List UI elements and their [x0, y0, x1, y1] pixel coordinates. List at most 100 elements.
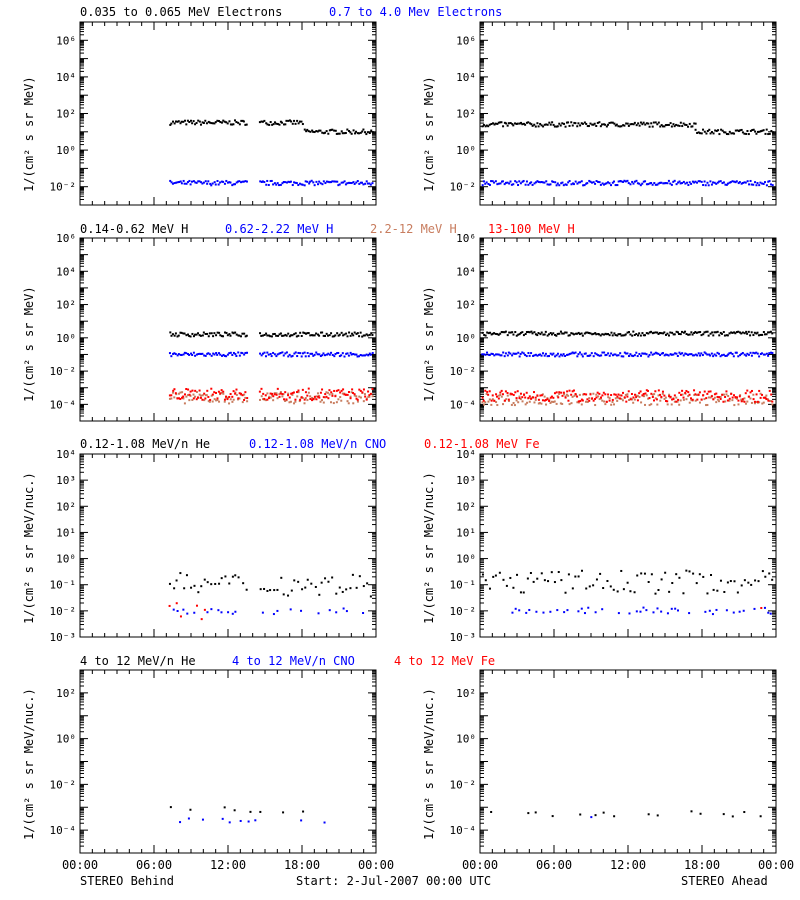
data-point: [524, 403, 527, 406]
data-point: [768, 180, 771, 183]
data-point: [496, 183, 499, 186]
data-point: [556, 395, 559, 398]
data-point: [714, 129, 717, 132]
data-point: [263, 351, 266, 354]
data-point: [367, 354, 370, 357]
data-point: [592, 399, 595, 402]
data-point: [737, 330, 740, 333]
data-point: [334, 395, 337, 398]
data-point: [515, 334, 518, 337]
data-point: [712, 398, 715, 401]
data-point: [742, 609, 745, 612]
data-point: [240, 335, 243, 338]
data-point: [566, 390, 569, 393]
data-point: [343, 333, 346, 336]
data-point: [228, 395, 231, 398]
data-point: [722, 393, 725, 396]
data-point: [331, 128, 334, 131]
data-point: [762, 182, 765, 185]
data-point: [754, 579, 757, 582]
data-point: [192, 393, 195, 396]
data-point: [223, 400, 226, 403]
data-point: [663, 182, 666, 185]
row4-left-ylabel: 1/(cm² s sr MeV/nuc.): [22, 688, 36, 840]
data-point: [482, 403, 485, 406]
data-point: [222, 353, 225, 356]
data-point: [723, 131, 726, 134]
x-tick-label: 06:00: [136, 858, 172, 872]
data-point: [330, 351, 333, 354]
data-point: [352, 129, 355, 132]
data-point: [528, 354, 531, 357]
data-point: [736, 591, 739, 594]
data-point: [577, 181, 580, 184]
data-point: [765, 394, 768, 397]
data-point: [367, 182, 370, 185]
data-point: [182, 332, 185, 335]
data-point: [690, 810, 693, 813]
data-point: [613, 180, 616, 183]
data-point: [268, 123, 271, 126]
data-point: [289, 180, 292, 183]
data-point: [485, 124, 488, 127]
data-point: [306, 332, 309, 335]
data-point: [552, 400, 555, 403]
data-point: [617, 612, 620, 615]
data-point: [604, 393, 607, 396]
data-point: [585, 182, 588, 185]
data-point: [670, 353, 673, 356]
data-point: [611, 398, 614, 401]
data-point: [718, 334, 721, 337]
data-point: [218, 400, 221, 403]
data-point: [182, 179, 185, 182]
data-point: [667, 354, 670, 357]
data-point: [650, 403, 653, 406]
data-point: [584, 352, 587, 355]
data-point: [614, 124, 617, 127]
data-point: [220, 121, 223, 124]
data-point: [752, 128, 755, 131]
data-point: [604, 403, 607, 406]
data-point: [202, 331, 205, 334]
data-point: [582, 393, 585, 396]
data-point: [220, 335, 223, 338]
data-point: [174, 120, 177, 123]
data-point: [291, 354, 294, 357]
data-point: [724, 131, 727, 134]
data-point: [187, 333, 190, 336]
data-point: [676, 354, 679, 357]
data-point: [304, 180, 307, 183]
data-point: [282, 811, 285, 814]
data-point: [613, 122, 616, 125]
data-point: [759, 396, 762, 399]
data-point: [222, 335, 225, 338]
data-point: [222, 390, 225, 393]
data-point: [327, 132, 330, 135]
data-point: [349, 181, 352, 184]
data-point: [186, 181, 189, 184]
data-point: [767, 133, 770, 136]
data-point: [611, 400, 614, 403]
data-point: [549, 610, 552, 613]
data-point: [369, 392, 372, 395]
data-point: [677, 181, 680, 184]
data-point: [485, 392, 488, 395]
data-point: [362, 388, 365, 391]
data-point: [727, 353, 730, 356]
data-point: [234, 392, 237, 395]
data-point: [210, 332, 213, 335]
data-point: [697, 180, 700, 183]
data-point: [231, 575, 234, 578]
data-point: [315, 332, 318, 335]
data-point: [627, 124, 630, 127]
data-point: [199, 334, 202, 337]
data-point: [685, 398, 688, 401]
data-point: [213, 332, 216, 335]
data-point: [670, 183, 673, 186]
data-point: [713, 181, 716, 184]
data-point: [488, 398, 491, 401]
data-point: [512, 183, 515, 186]
data-point: [672, 123, 675, 126]
